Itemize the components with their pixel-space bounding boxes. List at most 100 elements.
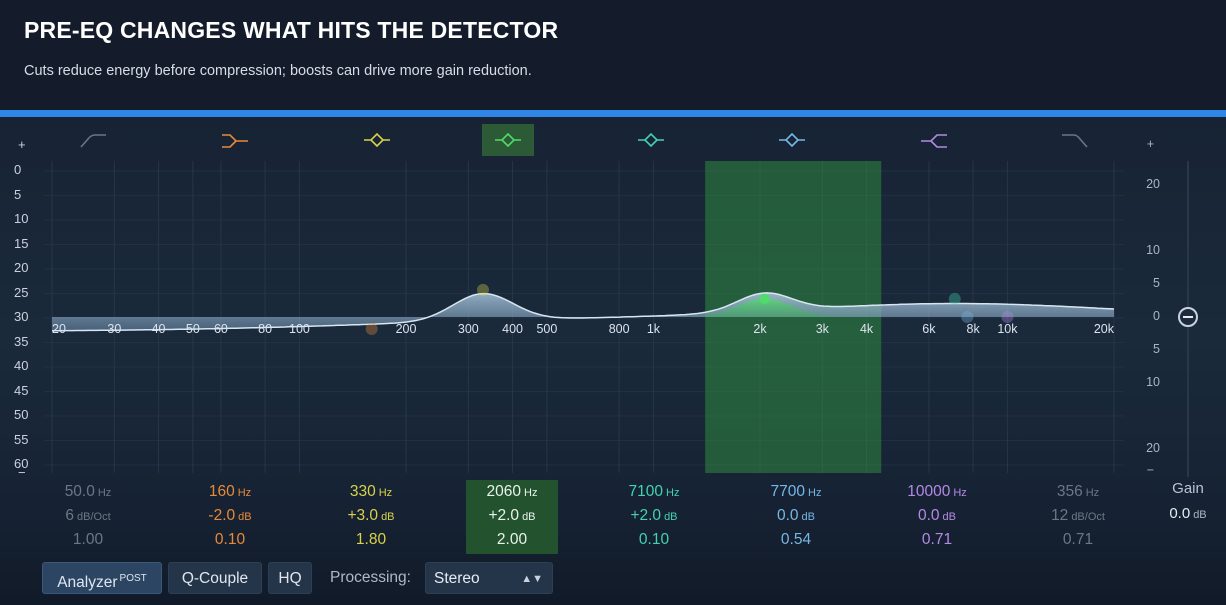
- band-frequency[interactable]: 7100 Hz: [608, 480, 700, 504]
- band-gain[interactable]: -2.0 dB: [184, 504, 276, 528]
- band-nodes: [365, 283, 1014, 335]
- band-type-button-5[interactable]: [625, 124, 677, 156]
- band-gain-value: 0.0: [776, 507, 799, 524]
- db-left-label: 20: [14, 260, 29, 275]
- band-frequency-unit: Hz: [666, 487, 680, 499]
- band-params-7[interactable]: 10000 Hz 0.0 dB 0.71: [891, 480, 983, 554]
- db-left-label: 0: [14, 162, 22, 177]
- band-type-button-8[interactable]: [1049, 124, 1101, 156]
- processing-select[interactable]: Stereo ▲▼: [425, 562, 553, 594]
- band-params-5[interactable]: 7100 Hz +2.0 dB 0.10: [608, 480, 700, 554]
- band-q[interactable]: 0.71: [921, 531, 953, 548]
- band-node-3[interactable]: [476, 283, 489, 296]
- gain-slider-knob[interactable]: [1178, 307, 1198, 327]
- band-gain[interactable]: 0.0 dB: [891, 504, 983, 528]
- frequency-tick-label: 10k: [997, 322, 1018, 336]
- band-q[interactable]: 1.80: [355, 531, 387, 548]
- band-frequency[interactable]: 2060 Hz: [466, 480, 558, 504]
- processing-value: Stereo: [434, 570, 480, 587]
- band-q[interactable]: 2.00: [496, 531, 528, 548]
- analyzer-button[interactable]: Analyzer POST: [42, 562, 162, 594]
- band-frequency[interactable]: 50.0 Hz: [42, 480, 134, 504]
- band-node-6[interactable]: [961, 311, 974, 323]
- hq-button[interactable]: HQ: [268, 562, 312, 594]
- eq-graph-canvas[interactable]: 20 30 40 50 60 80 100 200 300 400 500 800 1k 2k 3k 4k 6k…: [44, 161, 1124, 473]
- band-q[interactable]: 0.10: [214, 531, 246, 548]
- band-gain-unit: dB: [522, 511, 536, 523]
- band-gain-unit: dB/Oct: [1071, 511, 1105, 523]
- band-frequency-unit: Hz: [378, 487, 393, 499]
- frequency-tick-label: 500: [536, 322, 557, 336]
- gain-value[interactable]: 0.0 dB: [1150, 501, 1226, 525]
- high-shelf-icon: [921, 134, 947, 148]
- band-q[interactable]: 0.54: [780, 531, 812, 548]
- band-params-6[interactable]: 7700 Hz 0.0 dB 0.54: [750, 480, 842, 554]
- band-type-button-6[interactable]: [766, 124, 818, 156]
- db-scale-right: +20 10 5 0 5 10 20 −: [1130, 117, 1170, 477]
- db-right-label: −: [1146, 463, 1154, 477]
- db-left-label: 25: [14, 284, 29, 300]
- frequency-tick-label: 300: [458, 322, 479, 336]
- band-node-5[interactable]: [948, 292, 961, 305]
- db-left-label: 40: [14, 358, 29, 373]
- bell-icon: [495, 132, 521, 148]
- band-frequency[interactable]: 10000 Hz: [891, 480, 983, 504]
- frequency-axis-labels: 20 30 40 50 60 80 100 200 300 400 500 800 1k 2k 3k 4k 6k…: [52, 322, 1115, 336]
- band-q[interactable]: 0.10: [638, 531, 670, 548]
- frequency-tick-label: 40: [152, 322, 166, 336]
- frequency-tick-label: 20: [52, 322, 66, 336]
- band-gain-value: +2.0: [630, 507, 662, 524]
- db-left-label: −: [18, 465, 26, 480]
- band-node-7[interactable]: [1001, 311, 1014, 323]
- band-q[interactable]: 0.71: [1062, 531, 1094, 548]
- master-gain-slider[interactable]: [1176, 161, 1200, 477]
- band-params-4[interactable]: 2060 Hz +2.0 dB 2.00: [466, 480, 558, 554]
- band-type-button-3[interactable]: [351, 124, 403, 156]
- band-node-2[interactable]: [365, 323, 378, 335]
- gain-value-unit: dB: [1193, 509, 1207, 521]
- band-gain[interactable]: +2.0 dB: [466, 504, 558, 528]
- band-params-1[interactable]: 50.0 Hz 6 dB/Oct 1.00: [42, 480, 134, 554]
- band-frequency-value: 330: [349, 483, 376, 500]
- bell-icon: [638, 132, 664, 148]
- band-gain[interactable]: +3.0 dB: [325, 504, 417, 528]
- db-right-label: 5: [1153, 276, 1160, 290]
- frequency-tick-label: 60: [214, 322, 228, 336]
- band-frequency-unit: Hz: [1085, 487, 1100, 499]
- band-gain[interactable]: +2.0 dB: [608, 504, 700, 528]
- low-cut-icon: [80, 134, 106, 148]
- gain-value-number: 0.0: [1169, 505, 1191, 522]
- band-frequency[interactable]: 356 Hz: [1032, 480, 1124, 504]
- band-gain-unit: dB: [381, 511, 395, 523]
- band-params-8[interactable]: 356 Hz 12 dB/Oct 0.71: [1032, 480, 1124, 554]
- band-type-button-1[interactable]: [67, 124, 119, 156]
- band-gain-unit: dB: [238, 511, 252, 523]
- band-gain[interactable]: 12 dB/Oct: [1032, 504, 1124, 528]
- band-params-3[interactable]: 330 Hz +3.0 dB 1.80: [325, 480, 417, 554]
- db-right-label: 0: [1153, 309, 1160, 323]
- db-left-label: 60: [14, 456, 29, 471]
- page-subtitle: Cuts reduce energy before compression; b…: [24, 63, 532, 79]
- band-frequency[interactable]: 160 Hz: [184, 480, 276, 504]
- control-bar: Analyzer POST Q-Couple HQ Processing: Ste…: [0, 562, 1226, 598]
- band-q[interactable]: 1.00: [72, 531, 104, 548]
- band-type-button-4[interactable]: [482, 124, 534, 156]
- eq-graph[interactable]: 20 30 40 50 60 80 100 200 300 400 500 800 1k 2k 3k 4k 6k…: [44, 161, 1124, 473]
- db-right-label: 5: [1153, 342, 1160, 356]
- band-node-4[interactable]: [759, 293, 770, 304]
- high-cut-icon: [1062, 134, 1088, 148]
- band-frequency-value: 50.0: [64, 483, 95, 500]
- band-gain-unit: dB: [664, 511, 678, 523]
- eq-response-fill: [52, 292, 1114, 331]
- low-shelf-icon: [222, 134, 248, 148]
- band-frequency[interactable]: 7700 Hz: [750, 480, 842, 504]
- band-gain[interactable]: 0.0 dB: [750, 504, 842, 528]
- band-gain[interactable]: 6 dB/Oct: [42, 504, 134, 528]
- band-type-button-2[interactable]: [209, 124, 261, 156]
- band-frequency-unit: Hz: [237, 487, 252, 499]
- band-type-button-7[interactable]: [908, 124, 960, 156]
- q-couple-button[interactable]: Q-Couple: [168, 562, 262, 594]
- db-right-label: 10: [1146, 243, 1160, 257]
- band-frequency[interactable]: 330 Hz: [325, 480, 417, 504]
- band-params-2[interactable]: 160 Hz -2.0 dB 0.10: [184, 480, 276, 554]
